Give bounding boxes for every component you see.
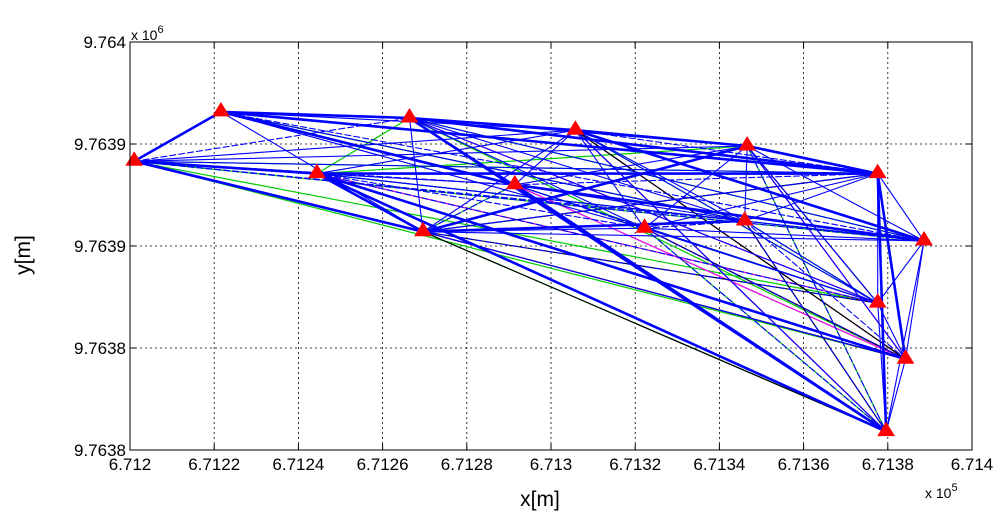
x-tick-label: 6.7136	[778, 455, 830, 474]
baseline-edge	[745, 144, 880, 175]
baseline-edge	[316, 173, 646, 229]
baseline-edge	[885, 358, 907, 433]
baseline-edge	[422, 231, 879, 304]
baseline-edge	[904, 240, 925, 360]
y-tick-label: 9.7638	[74, 441, 126, 460]
station-marker	[635, 218, 654, 233]
baseline-edge	[574, 129, 879, 304]
baseline-edge	[877, 173, 925, 242]
baseline-edge	[408, 117, 879, 304]
baseline-edge	[744, 173, 879, 222]
baseline-edge	[643, 227, 887, 433]
baseline-edge	[220, 111, 925, 242]
station-marker	[915, 230, 933, 246]
baseline-edge	[643, 173, 879, 229]
baseline-edge	[315, 172, 907, 361]
x-exponent-label: x 105	[925, 482, 958, 501]
baseline-edge	[421, 219, 747, 233]
x-tick-label: 6.7134	[693, 455, 745, 474]
baseline-edge	[422, 231, 887, 433]
baseline-edge	[643, 227, 907, 360]
y-axis-label: y[m]	[12, 235, 35, 275]
baseline-edge	[574, 128, 749, 148]
y-tick-label: 9.7639	[74, 135, 126, 154]
baseline-edge	[574, 129, 746, 222]
baseline-edge	[422, 231, 907, 360]
baseline-edge	[133, 117, 411, 162]
baseline-edge	[219, 110, 880, 175]
x-tick-label: 6.7138	[862, 455, 914, 474]
baseline-edge	[219, 110, 411, 120]
baseline-edge	[514, 129, 576, 186]
x-tick-label: 6.712	[109, 455, 152, 474]
y-tick-label: 9.7638	[74, 339, 126, 358]
baseline-edge	[746, 145, 887, 433]
x-axis-label: x[m]	[520, 488, 560, 511]
baseline-edge	[219, 110, 517, 187]
baseline-edge	[885, 240, 925, 433]
x-axis-ticks: 6.712 6.7122 6.7124 6.7126 6.7128 6.713 6.7132…	[109, 42, 994, 474]
baseline-edge	[877, 240, 925, 304]
station-marker	[735, 211, 754, 226]
station-marker	[738, 136, 757, 151]
x-exponent-base: x 10	[925, 485, 952, 501]
y-tick-label: 9.7639	[74, 237, 126, 256]
baseline-edge	[132, 110, 223, 163]
baseline-edge	[744, 220, 907, 360]
station-marker	[400, 108, 419, 123]
x-tick-label: 6.714	[951, 455, 994, 474]
baseline-edge	[574, 128, 926, 243]
baseline-edge	[315, 172, 425, 233]
baseline-edge	[422, 184, 516, 233]
station-marker	[896, 349, 915, 364]
baseline-edge	[421, 144, 749, 233]
baseline-edge	[408, 116, 880, 175]
baseline-edge	[316, 173, 925, 242]
baseline-edge	[315, 172, 888, 433]
x-tick-label: 6.7122	[188, 455, 240, 474]
station-marker	[566, 120, 585, 135]
baseline-edge	[133, 160, 925, 242]
station-marker	[868, 293, 887, 308]
y-exponent-label: x 106	[131, 24, 164, 43]
baseline-edge	[574, 129, 887, 433]
baseline-edge	[133, 160, 879, 175]
baseline-edge	[220, 111, 646, 229]
y-axis-ticks: 9.7638 9.7638 9.7639 9.7639 9.764	[74, 33, 972, 460]
baseline-edge	[132, 160, 425, 233]
station-marker	[877, 421, 895, 437]
baseline-edge	[514, 173, 879, 186]
x-exponent-power: 5	[951, 482, 957, 494]
baseline-edge	[513, 183, 888, 433]
x-tick-label: 6.7132	[609, 455, 661, 474]
baseline-edge	[316, 129, 576, 175]
station-marker	[868, 163, 887, 179]
baseline-edge	[643, 227, 879, 304]
y-tick-label: 9.764	[83, 33, 126, 52]
station-marker	[308, 163, 326, 179]
network-edges	[132, 110, 926, 433]
station-marker	[414, 221, 432, 237]
baseline-edge	[316, 173, 516, 186]
baseline-edge	[744, 220, 879, 304]
y-exponent-power: 6	[157, 24, 163, 36]
baseline-edge	[132, 160, 319, 175]
baseline-edge	[133, 145, 748, 162]
baseline-edge	[876, 172, 907, 361]
station-marker	[212, 101, 230, 117]
baseline-edge	[513, 183, 926, 243]
station-marker	[505, 174, 524, 190]
x-tick-label: 6.7126	[357, 455, 409, 474]
baseline-edge	[514, 184, 907, 360]
y-exponent-base: x 10	[131, 27, 158, 43]
x-tick-label: 6.713	[530, 455, 573, 474]
x-tick-label: 6.7124	[272, 455, 324, 474]
baseline-edge	[744, 220, 887, 433]
baseline-edge	[574, 129, 907, 360]
baseline-edge	[220, 111, 424, 233]
x-tick-label: 6.7128	[441, 455, 493, 474]
station-markers	[125, 101, 933, 437]
